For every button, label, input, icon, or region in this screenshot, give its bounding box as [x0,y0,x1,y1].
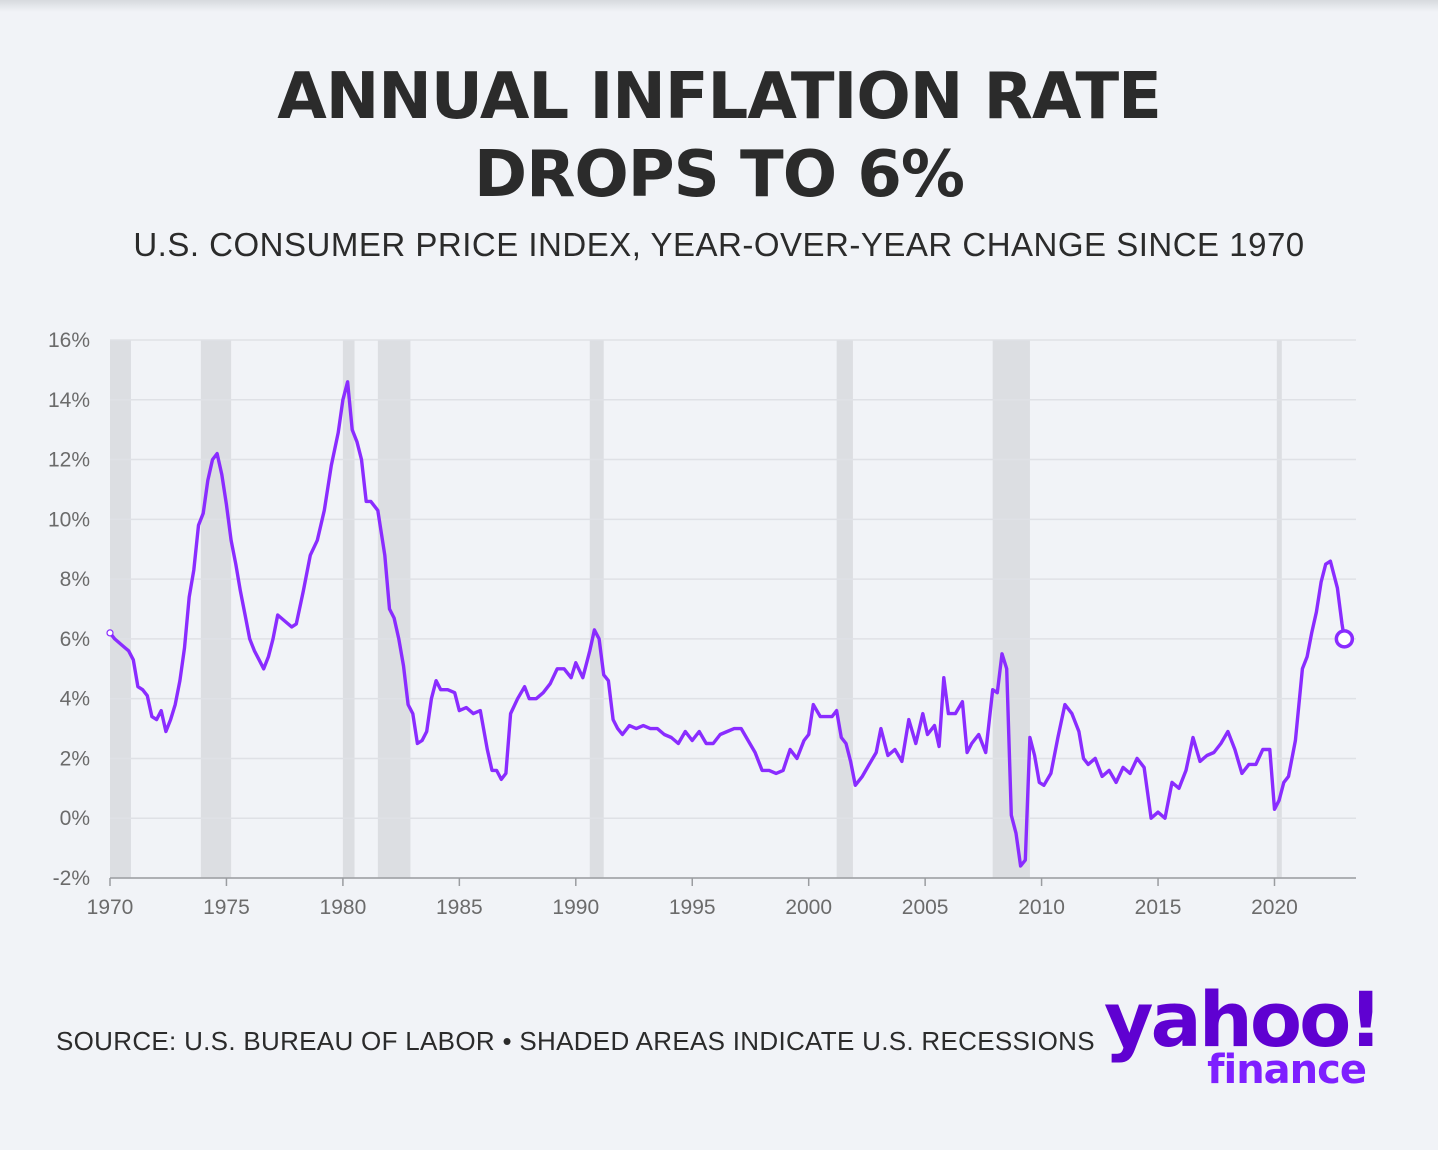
y-tick-label: 4% [60,688,90,711]
x-tick-label: 1970 [87,896,134,919]
recession-band [200,340,232,878]
logo-wordmark: yahoo! [1103,975,1383,1064]
y-tick-label: 2% [60,747,90,770]
x-tick-label: 1980 [320,896,367,919]
recession-shading-layer [110,340,1282,878]
recession-band [342,340,355,878]
recession-band [1276,340,1282,878]
axis-layer: -2% 0% 2% 4% 6% 8% 10% 12% 14% 16% 1970 1975 1980 198… [48,329,1356,919]
x-tick-label: 2020 [1251,896,1298,919]
chart-title: ANNUAL INFLATION RATE DROPS TO 6% [0,58,1438,214]
latest-value-marker [1334,629,1355,649]
y-tick-label: 0% [60,807,90,830]
y-tick-label: 10% [48,508,90,531]
x-tick-label: 1975 [203,896,250,919]
x-tick-label: 1990 [552,896,599,919]
x-tick-label: 1985 [436,896,483,919]
y-tick-label: 8% [60,568,90,591]
y-tick-label: 14% [48,389,90,412]
y-tick-label: 6% [60,628,90,651]
recession-band [836,340,853,878]
x-tick-label: 2000 [785,896,832,919]
top-shadow [0,0,1438,12]
inflation-line-chart: -2% 0% 2% 4% 6% 8% 10% 12% 14% 16% 1970 1975 1980 198… [48,329,1356,919]
yahoo-finance-logo: yahoo! finance [1104,978,1398,1098]
cpi-series-line [108,380,1347,868]
recession-band [110,340,131,878]
x-tick-label: 2005 [902,896,949,919]
chart-title-line1: ANNUAL INFLATION RATE [277,60,1162,134]
y-tick-label: -2% [53,867,90,890]
y-tick-label: 12% [48,449,90,472]
recession-band [377,340,411,878]
source-note: SOURCE: U.S. BUREAU OF LABOR • SHADED AR… [56,1026,1095,1056]
chart-subtitle: U.S. CONSUMER PRICE INDEX, YEAR-OVER-YEA… [133,226,1305,263]
x-tick-label: 2010 [1018,896,1065,919]
chart-title-line2: DROPS TO 6% [473,138,965,212]
x-tick-label: 1995 [669,896,716,919]
recession-band [589,340,604,878]
x-tick-label: 2015 [1135,896,1182,919]
logo-subword: finance [1207,1047,1367,1093]
y-tick-label: 16% [48,329,90,352]
series-start-point [106,629,114,637]
line-layer [106,380,1355,868]
